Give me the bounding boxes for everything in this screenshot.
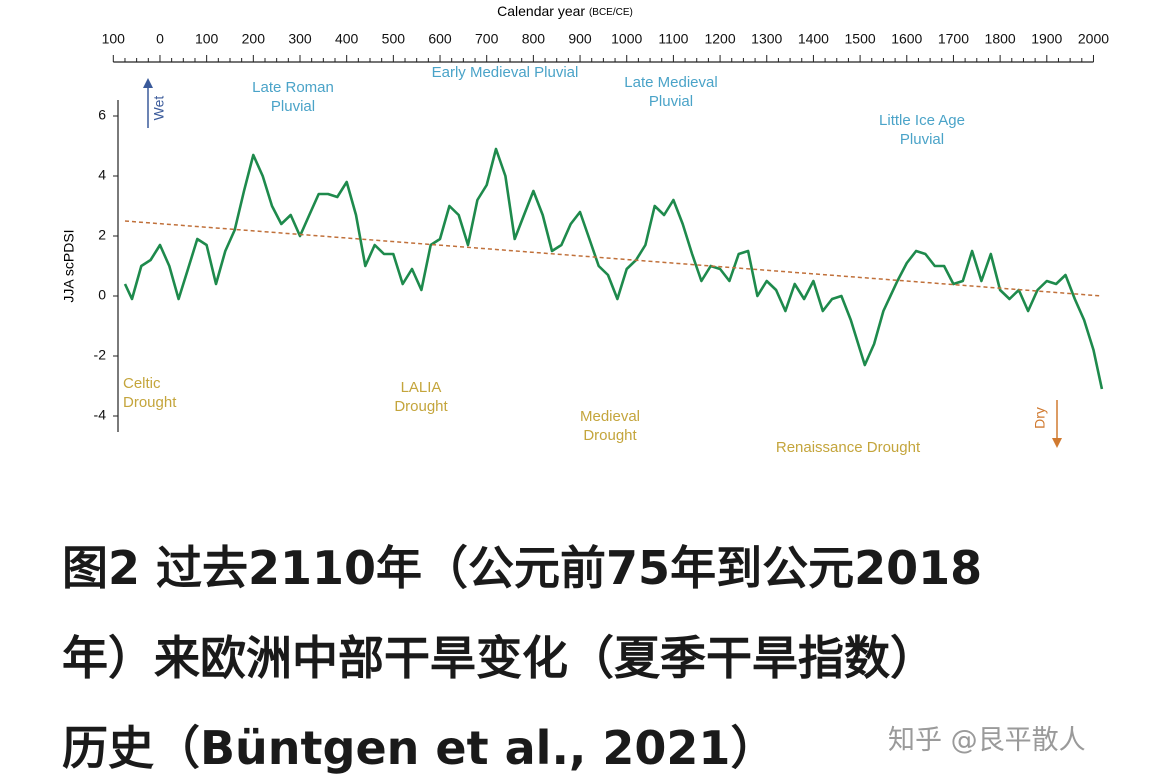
x-tick-label: 1300 — [751, 31, 782, 47]
y-tick-label: 0 — [98, 287, 106, 303]
x-tick-label: 1700 — [938, 31, 969, 47]
x-tick-label: 100 — [102, 31, 126, 47]
annotation: Drought — [583, 427, 637, 444]
wet-label: Wet — [151, 96, 167, 121]
dry-arrowhead — [1052, 438, 1062, 448]
trend-line — [124, 220, 1102, 297]
x-tick-label: 1800 — [985, 31, 1016, 47]
x-tick-label: 500 — [382, 31, 406, 47]
data-line — [123, 147, 1104, 390]
wet-arrowhead — [143, 78, 153, 88]
x-tick-label: 1400 — [798, 31, 829, 47]
x-tick-label: 1600 — [891, 31, 922, 47]
dry-label: Dry — [1032, 407, 1048, 429]
annotation: Early Medieval Pluvial — [432, 64, 579, 81]
x-tick-label: 800 — [522, 31, 546, 47]
annotation: Drought — [123, 394, 177, 411]
annotation: Renaissance Drought — [776, 439, 921, 456]
y-tick-label: -4 — [94, 407, 107, 423]
caption-line: 图2 过去2110年（公元前75年到公元2018 — [62, 541, 983, 595]
caption-line: 年）来欧洲中部干旱变化（夏季干旱指数） — [62, 631, 936, 685]
y-axis-title: JJA scPDSI — [61, 229, 77, 302]
x-tick-label: 400 — [335, 31, 359, 47]
annotation: LALIA — [401, 379, 442, 396]
x-tick-label: 300 — [288, 31, 312, 47]
annotation: Pluvial — [271, 98, 315, 115]
x-tick-label: 1200 — [704, 31, 735, 47]
x-tick-label: 200 — [242, 31, 266, 47]
x-tick-label: 700 — [475, 31, 499, 47]
x-tick-label: 1500 — [845, 31, 876, 47]
x-tick-label: 100 — [195, 31, 219, 47]
x-axis-title: Calendar year (BCE/CE) — [497, 3, 633, 19]
annotation: Drought — [394, 398, 448, 415]
annotation: Celtic — [123, 375, 161, 392]
caption-line: 历史（Büntgen et al., 2021） — [62, 721, 777, 775]
x-tick-label: 2000 — [1078, 31, 1109, 47]
y-tick-label: 4 — [98, 167, 106, 183]
watermark: 知乎 @艮平散人 — [888, 725, 1086, 756]
y-tick-label: 6 — [98, 107, 106, 123]
annotation: Pluvial — [900, 131, 944, 148]
x-tick-label: 1900 — [1031, 31, 1062, 47]
annotation: Medieval — [580, 408, 640, 425]
annotation: Late Medieval — [624, 74, 717, 91]
x-tick-label: 900 — [568, 31, 592, 47]
x-tick-label: 1000 — [611, 31, 642, 47]
x-tick-label: 600 — [428, 31, 452, 47]
y-tick-label: 2 — [98, 227, 106, 243]
y-tick-label: -2 — [94, 347, 107, 363]
annotation: Late Roman — [252, 79, 334, 96]
x-tick-label: 0 — [156, 31, 164, 47]
x-tick-label: 1100 — [658, 31, 688, 47]
chart: Calendar year (BCE/CE) JJA scPDSI 100 0 10… — [61, 3, 1110, 456]
annotation: Little Ice Age — [879, 112, 965, 129]
annotation: Pluvial — [649, 93, 693, 110]
